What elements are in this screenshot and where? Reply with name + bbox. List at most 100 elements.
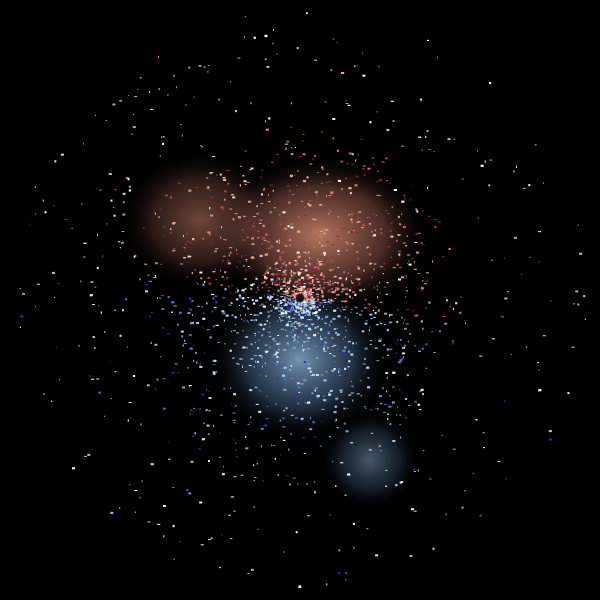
speckle — [367, 217, 369, 218]
speckle — [127, 419, 129, 422]
speckle — [336, 294, 340, 296]
speckle — [311, 279, 314, 281]
speckle — [273, 29, 275, 31]
speckle — [317, 258, 318, 261]
speckle — [370, 432, 373, 434]
speckle — [275, 280, 277, 283]
speckle — [288, 286, 290, 289]
speckle — [306, 308, 308, 311]
speckle — [249, 389, 253, 392]
speckle — [307, 311, 311, 314]
speckle — [298, 311, 300, 313]
speckle — [247, 308, 250, 310]
speckle — [307, 301, 309, 304]
speckle — [209, 172, 212, 175]
speckle — [313, 334, 317, 337]
speckle — [235, 442, 237, 444]
speckle — [273, 207, 276, 209]
speckle — [397, 234, 401, 236]
speckle — [289, 174, 293, 177]
speckle — [280, 436, 282, 438]
speckle — [295, 302, 296, 304]
speckle — [315, 289, 319, 291]
speckle — [235, 449, 237, 451]
speckle — [365, 308, 369, 310]
speckle — [284, 301, 286, 304]
speckle — [279, 317, 280, 319]
speckle — [283, 277, 286, 280]
speckle — [241, 255, 243, 258]
speckle — [323, 349, 325, 351]
speckle — [336, 42, 338, 44]
speckle — [228, 304, 232, 306]
speckle — [358, 313, 362, 316]
speckle — [98, 391, 101, 394]
speckle — [154, 262, 158, 265]
speckle — [237, 289, 240, 292]
speckle — [243, 320, 245, 323]
speckle — [311, 302, 314, 304]
speckle — [376, 408, 379, 410]
speckle — [209, 336, 212, 339]
speckle — [301, 323, 305, 325]
speckle — [280, 308, 282, 310]
speckle — [98, 304, 100, 306]
speckle — [354, 65, 356, 68]
speckle — [314, 326, 317, 329]
speckle — [108, 173, 112, 175]
speckle — [114, 371, 117, 373]
speckle — [225, 314, 229, 317]
speckle — [273, 282, 277, 284]
speckle — [304, 315, 306, 317]
speckle — [294, 281, 296, 284]
speckle — [128, 484, 131, 486]
speckle — [538, 389, 542, 392]
speckle — [180, 124, 182, 125]
speckle — [301, 306, 305, 308]
speckle — [96, 188, 98, 190]
speckle — [292, 303, 294, 306]
speckle — [222, 297, 226, 299]
speckle — [231, 357, 235, 359]
speckle — [542, 335, 546, 337]
speckle — [309, 299, 313, 301]
speckle — [386, 329, 389, 332]
speckle — [321, 283, 325, 285]
speckle — [334, 289, 336, 292]
speckle — [315, 278, 319, 280]
speckle — [345, 278, 347, 281]
speckle — [258, 304, 262, 306]
speckle — [261, 243, 263, 245]
speckle — [371, 157, 374, 159]
speckle — [401, 358, 404, 360]
speckle — [145, 284, 149, 286]
speckle — [331, 369, 335, 372]
speckle — [221, 534, 223, 537]
speckle — [262, 480, 264, 482]
speckle — [330, 69, 333, 71]
speckle — [78, 344, 80, 347]
speckle — [332, 317, 336, 320]
speckle — [337, 229, 339, 231]
speckle — [218, 567, 221, 569]
speckle — [305, 290, 309, 293]
speckle — [434, 219, 438, 221]
speckle — [376, 360, 380, 362]
speckle — [289, 368, 292, 371]
speckle — [368, 449, 372, 451]
speckle — [377, 309, 380, 312]
speckle — [520, 273, 522, 276]
speckle — [289, 300, 291, 302]
speckle — [260, 445, 262, 448]
speckle — [219, 431, 221, 434]
speckle — [213, 425, 215, 427]
speckle — [207, 65, 210, 67]
speckle — [408, 371, 411, 373]
speckle — [398, 278, 401, 281]
speckle — [351, 163, 354, 166]
speckle — [303, 310, 305, 313]
speckle — [307, 401, 311, 404]
speckle — [314, 481, 316, 483]
speckle — [399, 481, 402, 484]
